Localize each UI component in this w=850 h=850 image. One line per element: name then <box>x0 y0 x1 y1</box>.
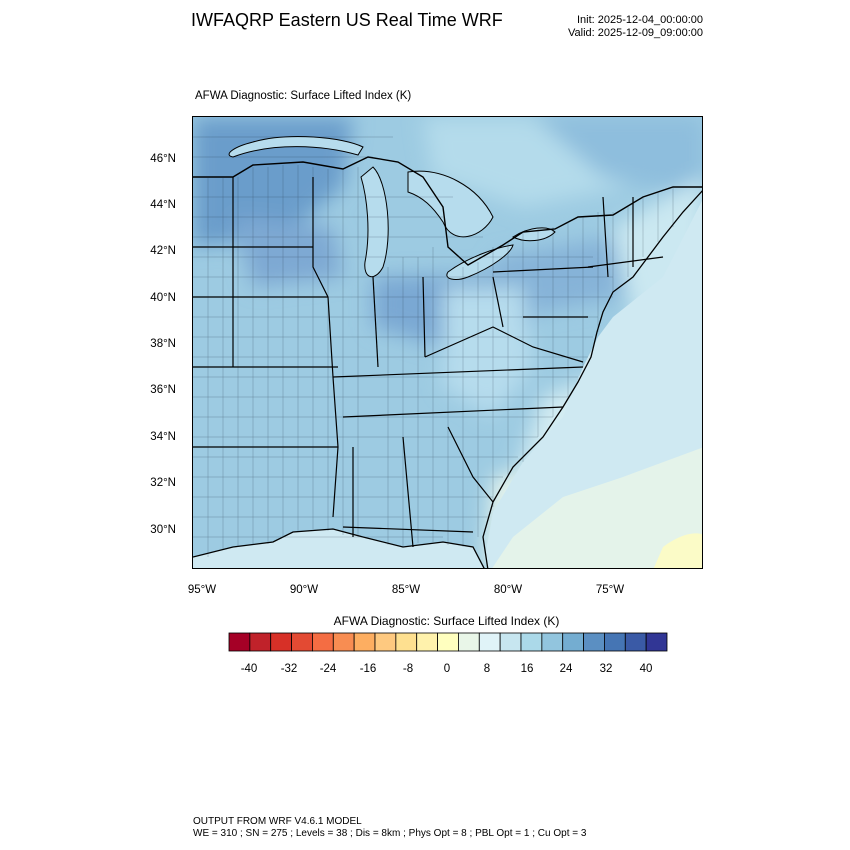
lat-label-46n: 46°N <box>126 153 176 165</box>
lon-label-90w: 90°W <box>274 584 334 596</box>
colorbar-label: 32 <box>586 663 626 675</box>
init-time: Init: 2025-12-04_00:00:00 <box>568 14 703 27</box>
lat-label-30n: 30°N <box>126 524 176 536</box>
colorbar-label: -8 <box>388 663 428 675</box>
colorbar-label: -16 <box>348 663 388 675</box>
colorbar-swatch <box>500 633 521 651</box>
map-panel <box>192 116 703 569</box>
lat-label-38n: 38°N <box>126 338 176 350</box>
colorbar <box>228 632 668 652</box>
valid-time: Valid: 2025-12-09_09:00:00 <box>568 27 703 40</box>
footer-line-1: OUTPUT FROM WRF V4.6.1 MODEL <box>193 816 586 828</box>
colorbar-label: 16 <box>507 663 547 675</box>
colorbar-swatch <box>646 633 667 651</box>
colorbar-swatch <box>417 633 438 651</box>
colorbar-swatch <box>438 633 459 651</box>
lat-label-40n: 40°N <box>126 292 176 304</box>
colorbar-swatch <box>333 633 354 651</box>
colorbar-label: 0 <box>427 663 467 675</box>
lon-label-85w: 85°W <box>376 584 436 596</box>
lat-label-34n: 34°N <box>126 431 176 443</box>
colorbar-swatch <box>292 633 313 651</box>
colorbar-swatch <box>312 633 333 651</box>
colorbar-swatch <box>542 633 563 651</box>
map-svg <box>193 117 703 569</box>
model-footer: OUTPUT FROM WRF V4.6.1 MODEL WE = 310 ; … <box>193 816 586 840</box>
plot-title: IWFAQRP Eastern US Real Time WRF <box>191 10 503 31</box>
colorbar-swatch <box>479 633 500 651</box>
colorbar-label: 24 <box>546 663 586 675</box>
colorbar-swatch <box>521 633 542 651</box>
colorbar-label: -40 <box>229 663 269 675</box>
colorbar-swatch <box>584 633 605 651</box>
colorbar-label: 40 <box>626 663 666 675</box>
colorbar-label: -24 <box>308 663 348 675</box>
footer-line-2: WE = 310 ; SN = 275 ; Levels = 38 ; Dis … <box>193 828 586 840</box>
colorbar-swatch <box>625 633 646 651</box>
lon-label-75w: 75°W <box>580 584 640 596</box>
colorbar-swatch <box>375 633 396 651</box>
colorbar-swatch <box>229 633 250 651</box>
lon-label-95w: 95°W <box>172 584 232 596</box>
colorbar-label: -32 <box>269 663 309 675</box>
colorbar-swatch <box>354 633 375 651</box>
init-valid-times: Init: 2025-12-04_00:00:00 Valid: 2025-12… <box>568 14 703 40</box>
colorbar-label: 8 <box>467 663 507 675</box>
panel-title: AFWA Diagnostic: Surface Lifted Index (K… <box>195 90 411 102</box>
colorbar-swatch <box>250 633 271 651</box>
colorbar-swatch <box>458 633 479 651</box>
lat-label-36n: 36°N <box>126 384 176 396</box>
lon-label-80w: 80°W <box>478 584 538 596</box>
lat-label-32n: 32°N <box>126 477 176 489</box>
colorbar-swatch <box>271 633 292 651</box>
lat-label-44n: 44°N <box>126 199 176 211</box>
lat-label-42n: 42°N <box>126 245 176 257</box>
colorbar-title: AFWA Diagnostic: Surface Lifted Index (K… <box>0 614 850 628</box>
colorbar-swatch <box>563 633 584 651</box>
colorbar-swatch <box>604 633 625 651</box>
colorbar-swatch <box>396 633 417 651</box>
